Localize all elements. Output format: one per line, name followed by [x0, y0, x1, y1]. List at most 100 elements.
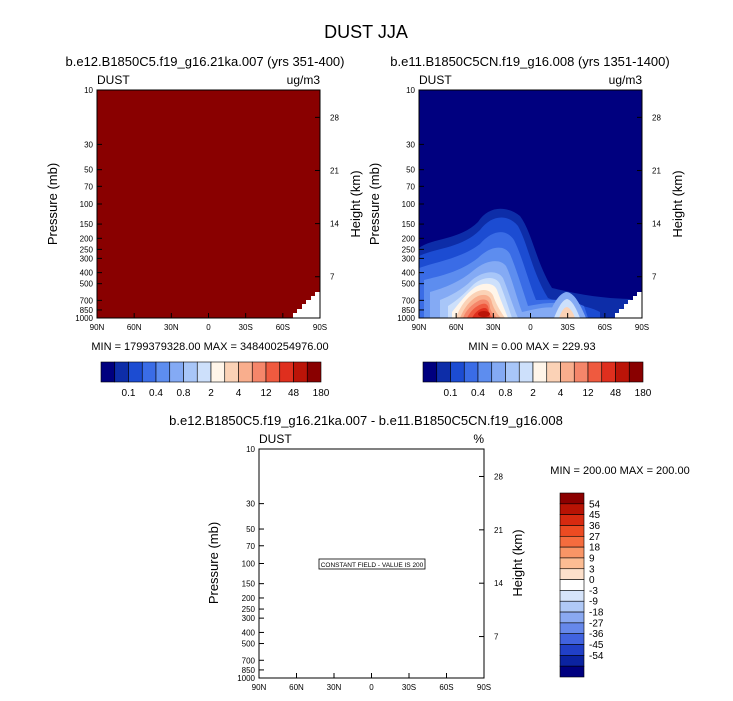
panel-c-variable: DUST: [259, 432, 292, 446]
panel-a-colorbar-swatch: [196, 361, 212, 383]
panel-a-lat-tick-label: 90N: [90, 323, 105, 332]
panel-c-colorbar-swatch: [559, 665, 585, 678]
panel-b-colorbar-swatch: [615, 361, 630, 383]
panel-a-pressure-tick-label: 700: [80, 296, 94, 305]
panel-a-pressure-tick-label: 50: [84, 166, 93, 175]
panel-a-pressure-tick-label: 250: [80, 245, 94, 254]
panel-a-height-tick-label: 7: [330, 273, 335, 282]
panel-a-colorbar-swatch: [169, 361, 184, 383]
panel-a-colorbar-swatch: [128, 361, 143, 383]
panel-b-pressure-tick-label: 200: [402, 234, 416, 243]
panel-c-colorbar-swatch: [559, 503, 585, 515]
panel-a-pressure-tick-label: 300: [80, 254, 94, 263]
panel-c-colorbar-swatch: [559, 622, 585, 635]
panel-b-units: ug/m3: [609, 73, 643, 87]
panel-a-pressure-tick-label: 70: [84, 182, 93, 191]
panel-c-colorbar-label: -54: [589, 651, 604, 662]
panel-a-colorbar-swatch: [265, 361, 281, 383]
panel-c-pressure-tick-label: 200: [242, 594, 256, 603]
panel-c-height-tick-label: 28: [494, 472, 503, 481]
panel-a-colorbar-swatch: [155, 361, 171, 383]
panel-b-height-label: Height (km): [670, 170, 685, 237]
panel-b-lat-tick-label: 60N: [449, 323, 464, 332]
panel-c-colorbar-swatch: [559, 633, 585, 645]
panel-b-pressure-tick-label: 850: [402, 306, 416, 315]
panel-b-colorbar-swatch: [463, 361, 479, 383]
panel-a-terrain-mask: [293, 292, 320, 318]
panel-b-lat-tick-label: 30N: [486, 323, 501, 332]
panel-b-colorbar-label: 0.1: [444, 388, 458, 399]
panel-c-colorbar-swatch: [559, 611, 585, 624]
panel-b-pressure-tick-label: 50: [406, 166, 415, 175]
panel-a-pressure-tick-label: 150: [80, 220, 94, 229]
panel-c-height-label: Height (km): [510, 529, 525, 596]
panel-a-colorbar-label: 0.4: [149, 388, 163, 399]
panel-a-colorbar-swatch: [238, 361, 253, 383]
panel-b-colorbar-swatch: [573, 361, 589, 383]
panel-b-colorbar-label: 180: [635, 388, 652, 399]
panel-a-colorbar-swatch: [224, 361, 239, 383]
panel-a-colorbar-swatch: [141, 361, 157, 383]
panel-c-pressure-tick-label: 50: [246, 525, 255, 534]
constant-field-note-text: CONSTANT FIELD - VALUE IS 200: [321, 562, 424, 569]
panel-b-colorbar-label: 0.4: [471, 388, 485, 399]
panel-a-axes: 1030507010015020025030040050070085010002…: [75, 86, 339, 332]
panel-b-title: b.e11.B1850C5CN.f19_g16.008 (yrs 1351-14…: [390, 54, 669, 69]
panel-c-units: %: [473, 432, 484, 446]
panel-c-title: b.e12.B1850C5.f19_g16.21ka.007 - b.e11.B…: [169, 413, 563, 428]
panel-c-lat-tick-label: 30N: [327, 683, 342, 692]
panel-b-pressure-tick-label: 30: [406, 140, 415, 149]
panel-c-pressure-tick-label: 10: [246, 445, 255, 454]
panel-c-colorbar-label: 36: [589, 521, 601, 532]
panel-a-colorbar-label: 4: [236, 388, 242, 399]
panel-b-colorbar-swatch: [546, 361, 561, 383]
panel-a-colorbar-label: 0.8: [177, 388, 191, 399]
panel-c-pressure-tick-label: 850: [242, 666, 256, 675]
panel-c-colorbar-label: 18: [589, 543, 601, 554]
panel-a-pressure-tick-label: 500: [80, 280, 94, 289]
panel-b-colorbar-swatch: [436, 361, 451, 383]
panel-c-lat-tick-label: 90S: [477, 683, 491, 692]
panel-a-pressure-tick-label: 1000: [75, 314, 93, 323]
panel-b-pressure-tick-label: 1000: [397, 314, 415, 323]
panel-a-colorbar-swatch: [306, 361, 322, 383]
panel-a-colorbar: 0.1 0.4 0.8 2 4 12 48 180: [100, 361, 330, 399]
panel-a-colorbar-label: 48: [288, 388, 300, 399]
panel-c-colorbar-label: -9: [589, 597, 598, 608]
panel-b: b.e11.B1850C5CN.f19_g16.008 (yrs 1351-14…: [367, 54, 685, 399]
panel-b-height-tick-label: 14: [652, 220, 661, 229]
panel-a-stats: MIN = 1799379328.00 MAX = 348400254976.0…: [91, 341, 328, 353]
panel-c-colorbar-label: -45: [589, 640, 604, 651]
panel-c-colorbar-swatch: [559, 546, 585, 559]
panel-b-colorbar-swatch: [587, 361, 603, 383]
panel-a-lat-tick-label: 90S: [313, 323, 327, 332]
panel-b-colorbar-label: 48: [610, 388, 622, 399]
panel-c-pressure-tick-label: 100: [242, 560, 256, 569]
panel-b-lat-tick-label: 90N: [412, 323, 427, 332]
panel-a-colorbar-swatch: [279, 361, 294, 383]
panel-c-pressure-tick-label: 150: [242, 580, 256, 589]
panel-b-axes: 1030507010015020025030040050070085010002…: [397, 86, 661, 332]
panel-a-colorbar-swatch: [210, 361, 226, 383]
panel-c-colorbar-swatch: [559, 568, 585, 580]
panel-b-colorbar-swatch: [518, 361, 534, 383]
panel-c-lat-tick-label: 60N: [289, 683, 304, 692]
panel-c-colorbar-label: 3: [589, 564, 595, 575]
panel-b-colorbar-label: 12: [582, 388, 594, 399]
panel-b-variable: DUST: [419, 73, 452, 87]
panel-c-pressure-tick-label: 500: [242, 640, 256, 649]
panel-c-pressure-tick-label: 250: [242, 605, 256, 614]
panel-b-height-tick-label: 21: [652, 166, 661, 175]
panel-a-lat-tick-label: 0: [206, 323, 211, 332]
panel-a: b.e12.B1850C5.f19_g16.21ka.007 (yrs 351-…: [45, 54, 363, 399]
panel-c-height-tick-label: 14: [494, 579, 503, 588]
panel-b-ylabel: Pressure (mb): [367, 163, 382, 245]
panel-c-colorbar-swatch: [559, 492, 585, 505]
panel-a-colorbar-swatch: [114, 361, 129, 383]
panel-b-colorbar-swatch: [601, 361, 616, 383]
panel-c-colorbar-swatch: [559, 557, 585, 570]
panel-c-colorbar-swatch: [559, 590, 585, 602]
panel-a-height-tick-label: 28: [330, 113, 339, 122]
panel-c-height-tick-label: 7: [494, 633, 499, 642]
